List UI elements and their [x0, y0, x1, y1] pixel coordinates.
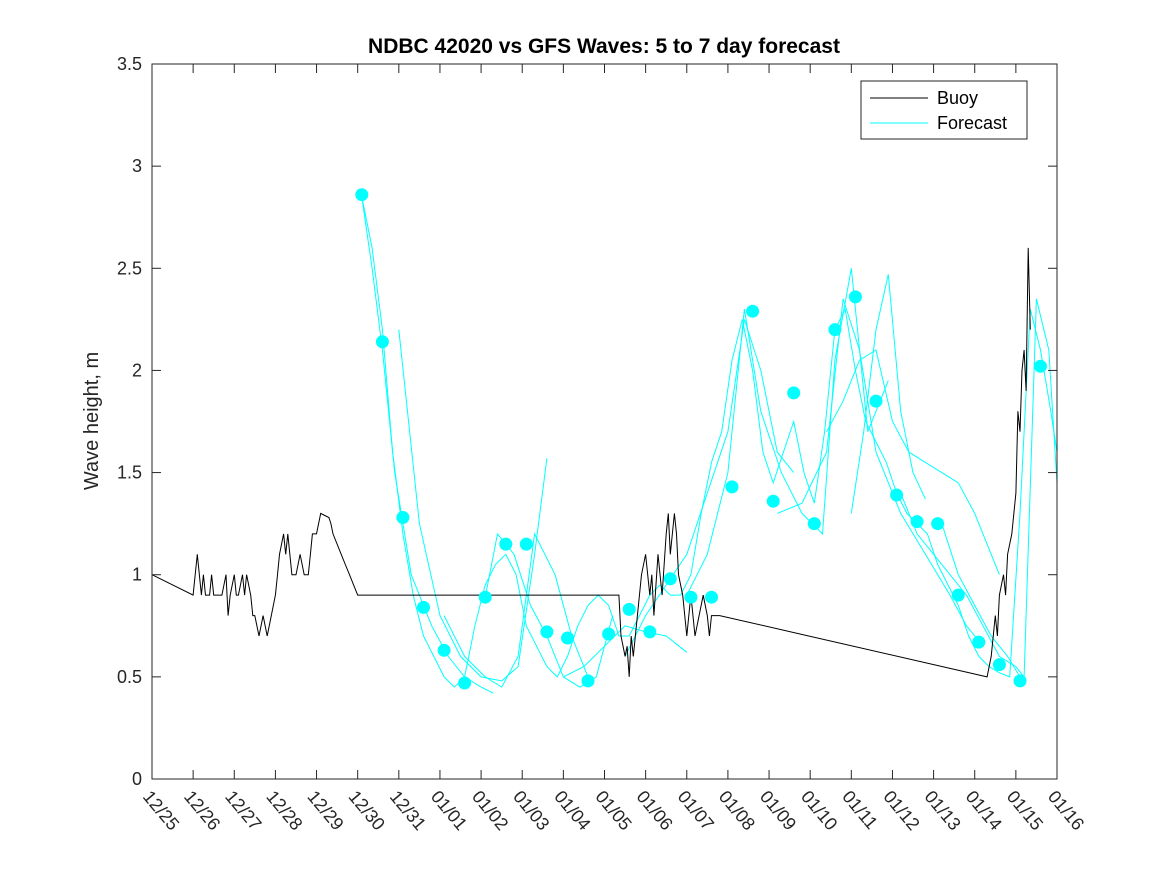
forecast-marker: [910, 515, 924, 529]
forecast-marker: [705, 590, 718, 604]
x-tick-label: 01/04: [550, 787, 594, 834]
forecast-marker: [972, 635, 986, 649]
forecast-marker: [931, 517, 945, 531]
x-tick-label: 01/03: [509, 787, 553, 834]
forecast-marker: [396, 511, 410, 524]
plot-background: [152, 64, 1057, 779]
forecast-run-line-4: [563, 625, 688, 678]
forecast-marker: [890, 488, 904, 502]
y-axis-label: Wave height, m: [81, 352, 103, 490]
forecast-marker: [478, 590, 492, 604]
x-tick-label: 12/26: [180, 787, 224, 834]
legend-box: [860, 80, 1028, 140]
forecast-marker: [458, 676, 472, 690]
forecast-marker: [355, 188, 369, 202]
legend-label-buoy: Buoy: [937, 88, 978, 108]
x-tick-label: 12/28: [262, 787, 306, 834]
chart-title: NDBC 42020 vs GFS Waves: 5 to 7 day fore…: [368, 35, 840, 58]
y-tick-label: 3: [132, 156, 142, 176]
x-tick-label: 01/07: [674, 787, 718, 834]
forecast-marker: [643, 625, 657, 639]
x-tick-label: 12/31: [386, 787, 430, 834]
x-tick-label: 01/06: [633, 787, 677, 834]
x-tick-label: 01/16: [1044, 787, 1088, 834]
y-tick-label: 0: [132, 769, 142, 789]
forecast-marker: [1034, 359, 1047, 373]
x-tick-label: 01/09: [756, 787, 800, 834]
forecast-marker: [663, 572, 677, 586]
forecast-marker: [417, 600, 430, 614]
x-tick-label: 12/29: [303, 787, 347, 834]
forecast-run-line-11: [941, 523, 1021, 678]
forecast-marker: [766, 494, 780, 508]
forecast-marker: [746, 304, 760, 318]
x-tick-label: 12/27: [221, 787, 265, 834]
legend: Buoy Forecast: [860, 80, 1028, 140]
x-tick-label: 01/13: [921, 787, 965, 834]
forecast-marker: [602, 627, 616, 641]
x-tick-label: 01/15: [1003, 787, 1047, 834]
forecast-marker: [519, 537, 533, 551]
y-tick-label: 1.5: [117, 463, 142, 483]
forecast-run-line-2: [443, 532, 589, 688]
x-tick-label: 01/12: [879, 787, 923, 834]
forecast-marker: [848, 290, 862, 304]
forecast-marker: [622, 602, 636, 616]
forecast-marker: [561, 631, 574, 645]
forecast-marker: [437, 643, 451, 657]
y-tick-label: 2.5: [117, 258, 142, 278]
x-tick-label: 12/25: [139, 787, 183, 834]
forecast-run-line-0: [361, 196, 494, 694]
plot-area: 0 0.5 1 1.5 2 2.5 3 3.5 12/2512/2612/2712/2812/2…: [117, 54, 1088, 834]
forecast-run-line-5: [624, 319, 795, 657]
forecast-marker: [725, 480, 739, 494]
forecast-marker: [684, 590, 698, 604]
x-tick-label: 01/01: [427, 787, 471, 834]
forecast-marker: [807, 517, 821, 531]
x-tick-label: 01/05: [591, 787, 635, 834]
x-tick-label: 01/11: [838, 787, 881, 833]
data-layer: [151, 188, 1058, 694]
y-tick-label: 2: [132, 360, 142, 380]
forecast-marker: [992, 658, 1006, 672]
x-tick-label: 01/08: [715, 787, 759, 834]
forecast-run-line-7: [777, 298, 984, 647]
forecast-marker: [869, 394, 883, 408]
forecast-marker: [581, 674, 595, 688]
x-tick-label: 01/14: [962, 787, 1006, 834]
y-tick-label: 1: [132, 565, 142, 585]
forecast-marker: [951, 588, 965, 602]
forecast-run-line-9: [850, 274, 926, 514]
forecast-marker: [787, 386, 801, 400]
forecast-marker: [540, 625, 554, 639]
x-tick-label: 12/30: [345, 787, 389, 834]
x-tick-label: 01/02: [468, 787, 512, 834]
forecast-series-line: [361, 196, 1058, 688]
y-tick-label: 3.5: [117, 54, 142, 74]
forecast-marker: [828, 323, 842, 337]
legend-label-forecast: Forecast: [937, 113, 1007, 133]
forecast-marker: [499, 537, 513, 551]
buoy-series-line: [151, 247, 1031, 678]
x-tick-label: 01/10: [797, 787, 841, 834]
forecast-run-line-1: [398, 329, 548, 682]
y-tick-label: 0.5: [117, 667, 142, 687]
forecast-marker: [375, 335, 389, 349]
forecast-marker: [1013, 674, 1027, 688]
forecast-run-line-10: [900, 298, 1058, 679]
